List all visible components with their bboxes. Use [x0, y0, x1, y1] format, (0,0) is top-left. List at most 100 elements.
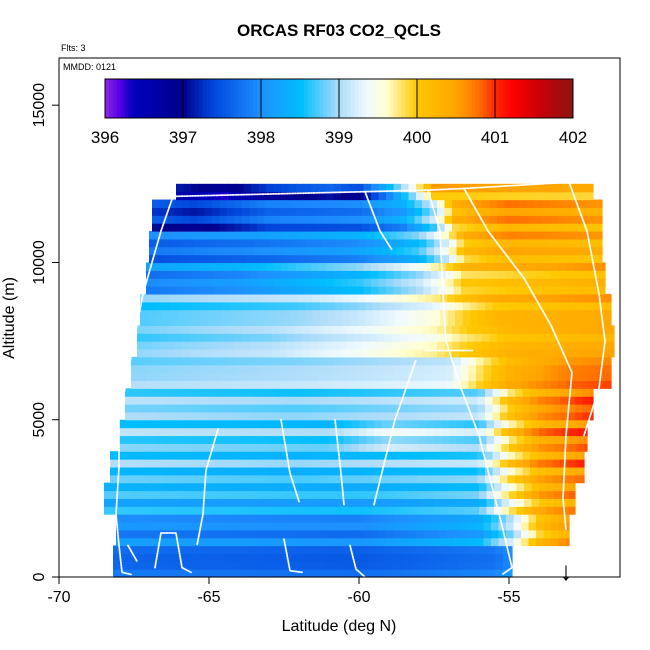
- heatmap-cell: [536, 183, 545, 193]
- flight-track-line: [154, 532, 192, 574]
- heatmap-cell: [311, 270, 320, 279]
- heatmap-cell: [456, 246, 465, 256]
- colorbar-tick-label: 402: [559, 128, 587, 147]
- heatmap-cell: [275, 317, 284, 326]
- heatmap-cell: [504, 223, 513, 232]
- heatmap-cell: [222, 451, 231, 460]
- heatmap-cell: [411, 427, 420, 437]
- heatmap-cell: [504, 348, 513, 358]
- heatmap-cell: [269, 443, 278, 452]
- heatmap-cell: [552, 411, 561, 421]
- heatmap-cell: [252, 396, 261, 405]
- heatmap-cell: [392, 223, 401, 232]
- heatmap-cell: [359, 238, 368, 248]
- heatmap-cell: [488, 561, 497, 570]
- heatmap-cell: [305, 459, 314, 468]
- heatmap-cell: [212, 325, 221, 334]
- heatmap-cell: [485, 466, 494, 476]
- heatmap-cell: [318, 286, 327, 295]
- heatmap-cell: [591, 231, 600, 240]
- heatmap-cell: [164, 231, 173, 240]
- heatmap-cell: [498, 262, 507, 271]
- heatmap-cell: [158, 569, 167, 578]
- heatmap-cell: [269, 246, 278, 256]
- heatmap-cell: [414, 215, 423, 224]
- heatmap-cell: [479, 419, 488, 429]
- heatmap-cell: [168, 356, 177, 366]
- heatmap-cell: [116, 521, 125, 531]
- heatmap-cell: [582, 388, 591, 397]
- heatmap-cell: [387, 459, 396, 468]
- heatmap-cell: [225, 569, 234, 578]
- heatmap-cell: [290, 396, 299, 405]
- heatmap-cell: [326, 521, 335, 531]
- heatmap-cell: [321, 435, 330, 444]
- heatmap-cell: [341, 380, 350, 389]
- heatmap-cell: [237, 459, 246, 468]
- heatmap-cell: [138, 372, 147, 382]
- heatmap-cell: [431, 183, 440, 193]
- heatmap-cell: [144, 341, 153, 350]
- heatmap-cell: [551, 191, 560, 201]
- heatmap-cell: [477, 396, 486, 405]
- heatmap-cell: [276, 490, 285, 499]
- heatmap-cell: [198, 286, 207, 295]
- heatmap-cell: [281, 521, 290, 531]
- heatmap-cell: [278, 545, 287, 555]
- heatmap-cell: [603, 278, 606, 287]
- heatmap-cell: [602, 341, 611, 350]
- heatmap-cell: [153, 270, 162, 279]
- colorbar-swatch: [272, 79, 278, 118]
- heatmap-cell: [336, 246, 345, 256]
- flight-track-line: [172, 181, 570, 198]
- heatmap-cell: [299, 506, 308, 515]
- heatmap-cell: [254, 246, 263, 256]
- heatmap-cell: [167, 348, 176, 358]
- heatmap-cell: [417, 451, 426, 460]
- heatmap-cell: [498, 514, 507, 523]
- heatmap-cell: [242, 199, 251, 209]
- heatmap-cell: [411, 506, 420, 515]
- colorbar-swatch: [518, 79, 523, 118]
- heatmap-cell: [201, 490, 210, 499]
- heatmap-cell: [273, 529, 282, 539]
- heatmap-cell: [350, 396, 359, 405]
- heatmap-cell: [392, 325, 401, 334]
- heatmap-cell: [539, 443, 548, 452]
- heatmap-cell: [569, 506, 576, 515]
- heatmap-cell: [329, 231, 338, 240]
- heatmap-cell: [347, 348, 356, 358]
- heatmap-cell: [387, 293, 396, 303]
- colorbar-swatch: [459, 79, 465, 118]
- heatmap-cell: [266, 521, 275, 531]
- heatmap-cell: [510, 569, 513, 578]
- heatmap-cell: [150, 553, 159, 562]
- heatmap-cell: [131, 514, 140, 523]
- heatmap-cell: [461, 521, 470, 531]
- heatmap-cell: [378, 286, 387, 295]
- heatmap-cell: [207, 309, 216, 319]
- heatmap-cell: [566, 514, 570, 523]
- heatmap-cell: [464, 482, 473, 492]
- heatmap-cell: [374, 419, 383, 429]
- heatmap-cell: [320, 388, 329, 397]
- heatmap-cell: [396, 498, 405, 507]
- heatmap-cell: [545, 459, 554, 468]
- heatmap-cell: [497, 207, 506, 216]
- heatmap-cell: [486, 506, 495, 515]
- heatmap-cell: [363, 514, 372, 523]
- heatmap-cell: [446, 364, 455, 374]
- heatmap-cell: [152, 223, 161, 232]
- heatmap-cell: [249, 333, 258, 342]
- heatmap-cell: [519, 223, 528, 232]
- heatmap-cell: [350, 474, 359, 484]
- heatmap-cell: [456, 498, 465, 507]
- heatmap-cell: [254, 490, 263, 499]
- heatmap-cell: [404, 490, 413, 499]
- heatmap-cell: [260, 301, 269, 311]
- heatmap-cell: [318, 529, 327, 539]
- heatmap-cell: [453, 262, 462, 271]
- heatmap-cell: [209, 238, 218, 248]
- heatmap-cell: [557, 348, 566, 358]
- heatmap-cell: [236, 529, 245, 539]
